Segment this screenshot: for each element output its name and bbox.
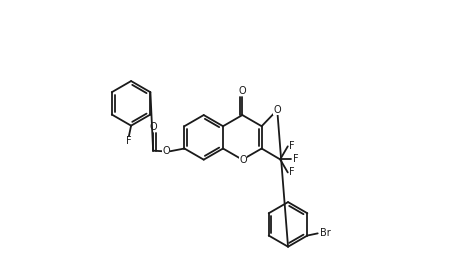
Text: O: O	[274, 105, 281, 115]
Text: O: O	[162, 146, 170, 156]
Text: O: O	[239, 155, 247, 165]
Text: Br: Br	[321, 228, 331, 238]
Text: F: F	[126, 137, 132, 146]
Text: O: O	[149, 122, 157, 132]
Text: F: F	[290, 141, 295, 151]
Text: O: O	[239, 86, 246, 95]
Text: F: F	[290, 168, 295, 177]
Text: F: F	[293, 154, 298, 164]
